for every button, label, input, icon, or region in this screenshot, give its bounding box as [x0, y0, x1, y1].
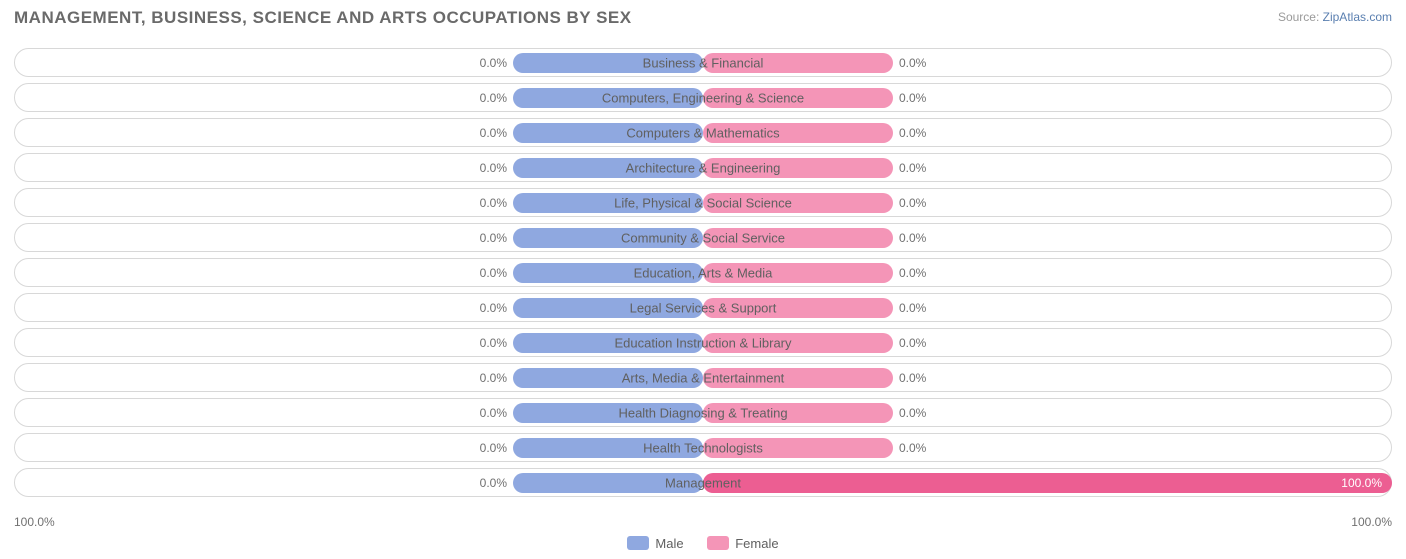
chart-row: Education, Arts & Media 0.0% 0.0% — [14, 258, 1392, 287]
male-value: 0.0% — [480, 441, 507, 455]
category-label: Education, Arts & Media — [634, 265, 773, 280]
category-label: Legal Services & Support — [630, 300, 777, 315]
male-value: 0.0% — [480, 336, 507, 350]
male-value: 0.0% — [480, 371, 507, 385]
female-value: 0.0% — [899, 161, 926, 175]
female-value: 0.0% — [899, 336, 926, 350]
chart-row: Computers, Engineering & Science 0.0% 0.0% — [14, 83, 1392, 112]
male-value: 0.0% — [480, 56, 507, 70]
source-label: Source: — [1278, 10, 1323, 24]
legend-label-male: Male — [655, 536, 683, 551]
chart-row: Life, Physical & Social Science 0.0% 0.0% — [14, 188, 1392, 217]
x-axis: 100.0% 100.0% — [14, 515, 1392, 531]
female-value: 0.0% — [899, 301, 926, 315]
chart-row: Computers & Mathematics 0.0% 0.0% — [14, 118, 1392, 147]
legend: Male Female — [0, 536, 1406, 554]
legend-swatch-male — [627, 536, 649, 550]
female-value: 0.0% — [899, 266, 926, 280]
axis-right-label: 100.0% — [1351, 515, 1392, 529]
chart-row: Architecture & Engineering 0.0% 0.0% — [14, 153, 1392, 182]
source-attribution: Source: ZipAtlas.com — [1278, 10, 1392, 24]
chart-area: Business & Financial0.0%0.0%Computers, E… — [14, 48, 1392, 513]
male-value: 0.0% — [480, 91, 507, 105]
chart-row: Education Instruction & Library 0.0% 0.0% — [14, 328, 1392, 357]
male-value: 0.0% — [480, 126, 507, 140]
legend-item-female: Female — [707, 536, 778, 551]
category-label: Community & Social Service — [621, 230, 785, 245]
chart-row: Community & Social Service 0.0% 0.0% — [14, 223, 1392, 252]
female-value: 100.0% — [1341, 476, 1382, 490]
male-value: 0.0% — [480, 231, 507, 245]
category-label: Computers & Mathematics — [626, 125, 779, 140]
male-value: 0.0% — [480, 406, 507, 420]
female-value: 0.0% — [899, 126, 926, 140]
male-value: 0.0% — [480, 476, 507, 490]
axis-left-label: 100.0% — [14, 515, 55, 529]
chart-row: Arts, Media & Entertainment 0.0% 0.0% — [14, 363, 1392, 392]
category-label: Architecture & Engineering — [626, 160, 781, 175]
male-value: 0.0% — [480, 161, 507, 175]
category-label: Management — [665, 475, 741, 490]
source-name: ZipAtlas.com — [1323, 10, 1392, 24]
chart-row: Business & Financial 0.0% 0.0% — [14, 48, 1392, 77]
category-label: Computers, Engineering & Science — [602, 90, 804, 105]
male-value: 0.0% — [480, 266, 507, 280]
chart-row: Health Technologists 0.0% 0.0% — [14, 433, 1392, 462]
female-value: 0.0% — [899, 91, 926, 105]
category-label: Business & Financial — [643, 55, 764, 70]
category-label: Life, Physical & Social Science — [614, 195, 792, 210]
category-label: Education Instruction & Library — [614, 335, 791, 350]
chart-row: Management 0.0% 100.0% — [14, 468, 1392, 497]
male-value: 0.0% — [480, 196, 507, 210]
legend-swatch-female — [707, 536, 729, 550]
chart-row: Health Diagnosing & Treating 0.0% 0.0% — [14, 398, 1392, 427]
female-bar — [703, 473, 1392, 493]
female-value: 0.0% — [899, 196, 926, 210]
female-value: 0.0% — [899, 56, 926, 70]
category-label: Health Diagnosing & Treating — [618, 405, 787, 420]
female-value: 0.0% — [899, 231, 926, 245]
female-value: 0.0% — [899, 371, 926, 385]
chart-row: Legal Services & Support 0.0% 0.0% — [14, 293, 1392, 322]
female-value: 0.0% — [899, 406, 926, 420]
category-label: Arts, Media & Entertainment — [622, 370, 785, 385]
legend-item-male: Male — [627, 536, 683, 551]
male-value: 0.0% — [480, 301, 507, 315]
chart-title: MANAGEMENT, BUSINESS, SCIENCE AND ARTS O… — [14, 8, 632, 28]
legend-label-female: Female — [735, 536, 778, 551]
female-value: 0.0% — [899, 441, 926, 455]
category-label: Health Technologists — [643, 440, 763, 455]
